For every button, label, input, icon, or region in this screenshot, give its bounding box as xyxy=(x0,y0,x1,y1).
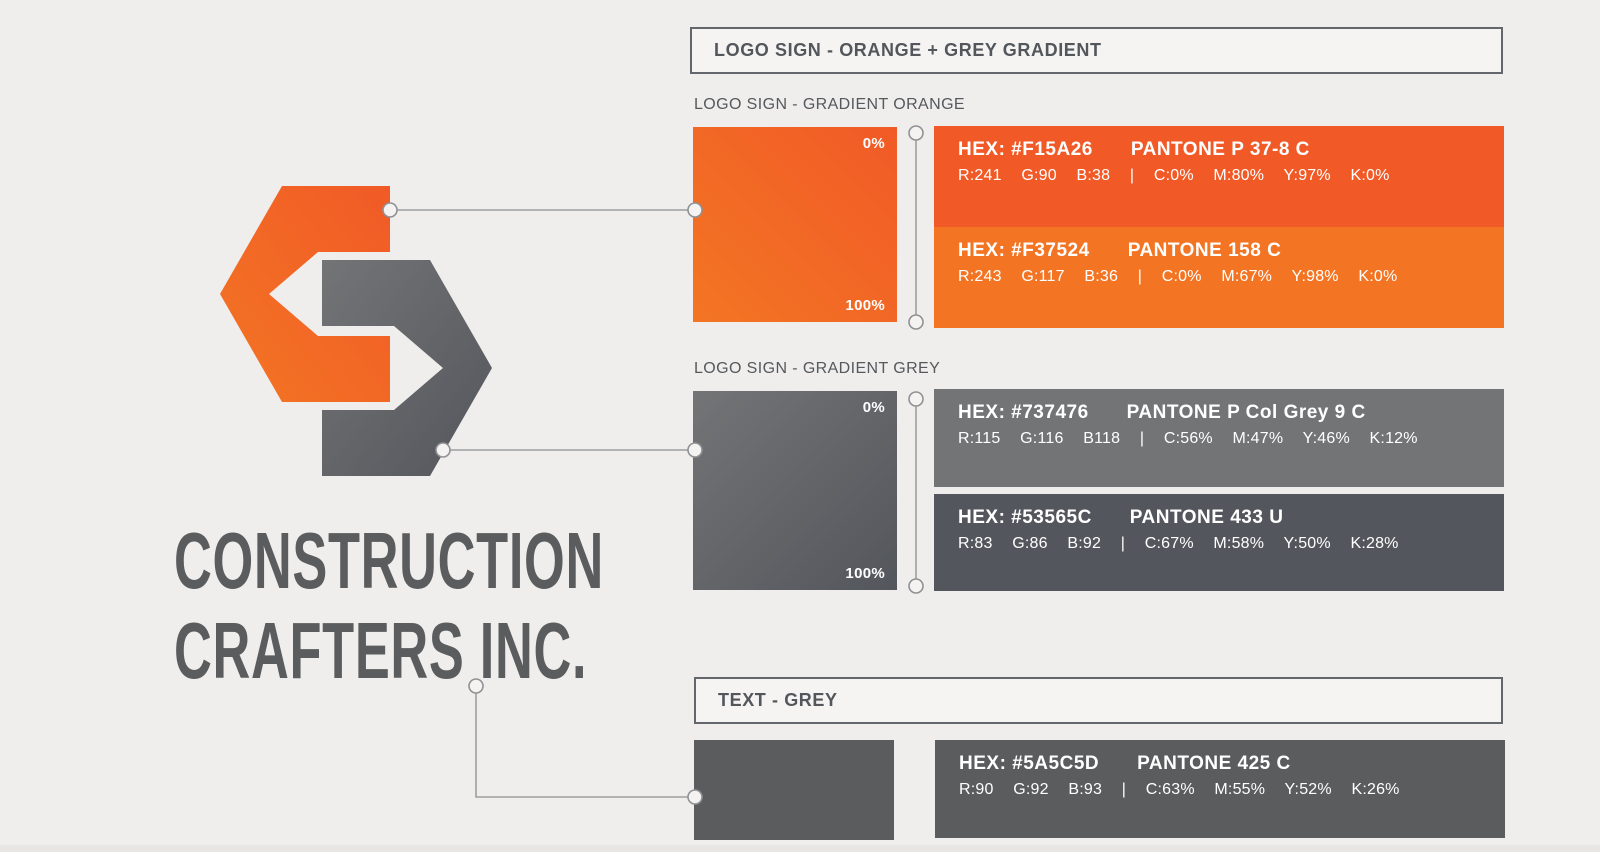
text-grey-color-info: HEX: #5A5C5D PANTONE 425 C R:90 G:92 B:93… xyxy=(935,740,1505,838)
logo-hexagon-orange xyxy=(220,186,390,402)
connector-dot xyxy=(435,442,451,458)
company-wordmark: CONSTRUCTION CRAFTERS INC. xyxy=(174,516,604,696)
grey-color-2-values: R:83 G:86 B:92 | C:67% M:58% Y:50% K:28% xyxy=(958,535,1399,552)
text-grey-header-box: TEXT - GREY xyxy=(694,677,1503,724)
text-grey-hex: HEX: #5A5C5D xyxy=(959,753,1100,774)
orange-color-1-pantone: PANTONE P 37-8 C xyxy=(1130,139,1310,160)
orange-color-2-pantone: PANTONE 158 C xyxy=(1127,240,1282,261)
bottom-edge-strip xyxy=(0,845,1600,852)
grey-swatch-end-percent: 100% xyxy=(845,565,885,582)
orange-color-2-hex: HEX: #F37524 xyxy=(958,240,1090,261)
grey-color-1-values: R:115 G:116 B118 | C:56% M:47% Y:46% K:1… xyxy=(958,430,1418,447)
grey-color-1-info: HEX: #737476 PANTONE P Col Grey 9 C R:115… xyxy=(934,389,1504,487)
connector-dot xyxy=(382,202,398,218)
orange-gradient-swatch: 0% 100% xyxy=(693,127,897,322)
connector-dot xyxy=(908,125,924,141)
text-grey-values: R:90 G:92 B:93 | C:63% M:55% Y:52% K:26% xyxy=(959,781,1400,798)
wordmark-line1: CONSTRUCTION xyxy=(174,516,604,605)
grey-color-1-hex: HEX: #737476 xyxy=(958,402,1089,423)
text-grey-swatch xyxy=(694,740,894,840)
grey-color-2-pantone: PANTONE 433 U xyxy=(1129,507,1284,528)
connector-line-text xyxy=(475,693,695,798)
grey-color-2-info: HEX: #53565C PANTONE 433 U R:83 G:86 B:92… xyxy=(934,494,1504,591)
orange-swatch-end-percent: 100% xyxy=(845,297,885,314)
orange-color-1-info: HEX: #F15A26 PANTONE P 37-8 C R:241 G:90 … xyxy=(934,126,1504,227)
orange-swatch-start-percent: 0% xyxy=(862,135,885,152)
grey-section-label: LOGO SIGN - GRADIENT GREY xyxy=(694,360,941,377)
connector-dot xyxy=(908,578,924,594)
gradient-header-title: LOGO SIGN - ORANGE + GREY GRADIENT xyxy=(714,40,1102,60)
gradient-header-box: LOGO SIGN - ORANGE + GREY GRADIENT xyxy=(690,27,1503,74)
grey-gradient-swatch: 0% 100% xyxy=(693,391,897,590)
orange-color-2-values: R:243 G:117 B:36 | C:0% M:67% Y:98% K:0% xyxy=(958,268,1398,285)
logo-hexagon-grey xyxy=(322,260,492,476)
text-grey-header-title: TEXT - GREY xyxy=(718,690,838,710)
text-grey-pantone: PANTONE 425 C xyxy=(1137,753,1291,774)
orange-color-2-info: HEX: #F37524 PANTONE 158 C R:243 G:117 B:… xyxy=(934,227,1504,328)
wordmark-line2: CRAFTERS INC. xyxy=(174,606,588,695)
grey-swatch-start-percent: 0% xyxy=(862,399,885,416)
grey-color-2-hex: HEX: #53565C xyxy=(958,507,1092,528)
grey-color-1-pantone: PANTONE P Col Grey 9 C xyxy=(1126,402,1366,423)
connector-dot xyxy=(908,391,924,407)
connector-dot xyxy=(908,314,924,330)
orange-color-1-values: R:241 G:90 B:38 | C:0% M:80% Y:97% K:0% xyxy=(958,167,1390,184)
orange-color-1-hex: HEX: #F15A26 xyxy=(958,139,1093,160)
orange-section-label: LOGO SIGN - GRADIENT ORANGE xyxy=(694,96,965,113)
